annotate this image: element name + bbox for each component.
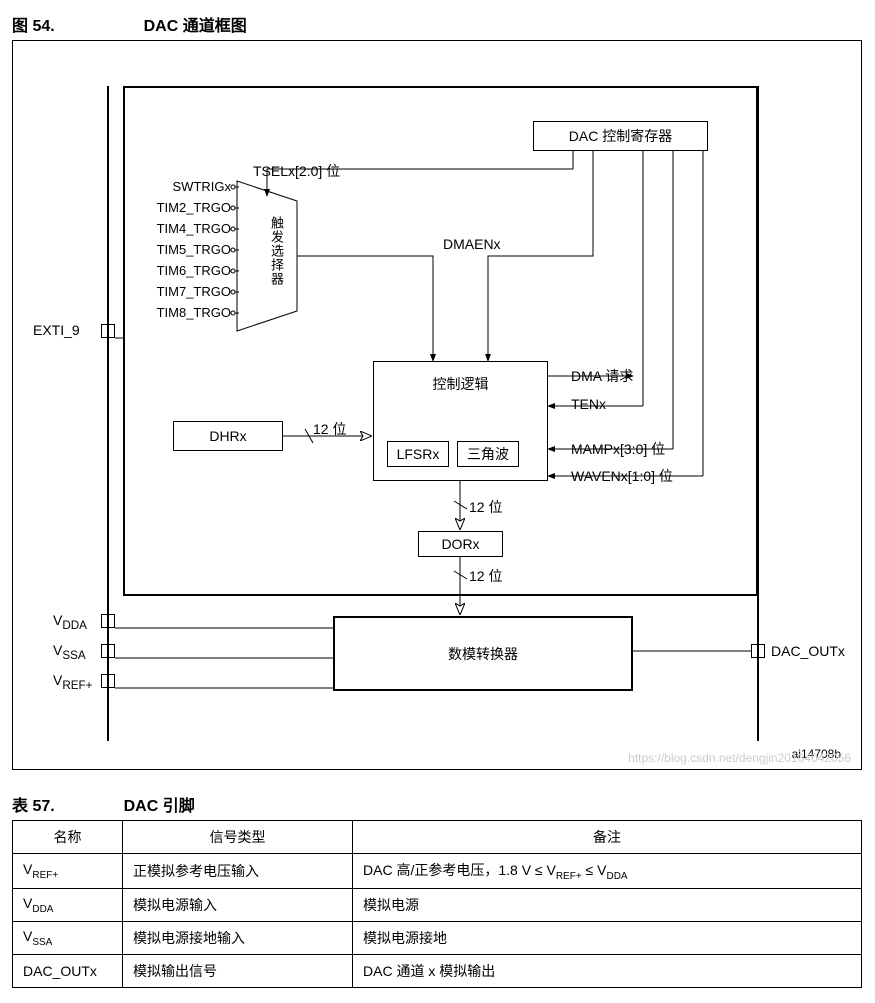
diagram-frame: DAC 控制寄存器 触发选择器 SWTRIGx TIM2_TRGO TIM4_TRG…: [12, 40, 862, 770]
lfsrx-box: LFSRx: [387, 441, 449, 467]
inner-module-box: [123, 86, 758, 596]
wavenx-label: WAVENx[1:0] 位: [571, 466, 673, 486]
mux-input-label: SWTRIGx: [141, 179, 231, 194]
cell-name: VSSA: [13, 921, 123, 954]
cell-type: 模拟电源输入: [123, 888, 353, 921]
triangle-box: 三角波: [457, 441, 519, 467]
pin-label: EXTI_9: [33, 322, 80, 338]
dhrx-label: DHRx: [209, 428, 246, 444]
pin-dac-outx: [751, 644, 765, 658]
pin-table: 名称 信号类型 备注 VREF+正模拟参考电压输入DAC 高/正参考电压，1.8…: [12, 820, 862, 988]
dac-converter-label: 数模转换器: [448, 644, 518, 664]
pin-v_dda: [101, 614, 115, 628]
cell-note: 模拟电源接地: [353, 921, 862, 954]
bits12-a-label: 12 位: [313, 419, 346, 439]
tenx-label: TENx: [571, 396, 606, 412]
figure-caption: DAC 通道框图: [144, 18, 247, 35]
pin-label: VREF+: [53, 672, 92, 692]
cell-name: VDDA: [13, 888, 123, 921]
mux-input-label: TIM5_TRGO: [141, 242, 231, 257]
mux-input-label: TIM6_TRGO: [141, 263, 231, 278]
dma-req-label: DMA 请求: [571, 366, 633, 386]
mux-label: 触发选择器: [267, 216, 286, 286]
csdn-watermark: https://blog.csdn.net/dengjin20104042056: [628, 751, 851, 765]
table-header-row: 名称 信号类型 备注: [13, 821, 862, 854]
pin-dac-outx-label: DAC_OUTx: [771, 643, 845, 659]
cell-name: DAC_OUTx: [13, 954, 123, 987]
mux-input-label: TIM2_TRGO: [141, 200, 231, 215]
triangle-label: 三角波: [467, 444, 509, 464]
bits12-b-label: 12 位: [469, 497, 502, 517]
cell-type: 正模拟参考电压输入: [123, 854, 353, 889]
cell-note: DAC 通道 x 模拟输出: [353, 954, 862, 987]
cell-type: 模拟输出信号: [123, 954, 353, 987]
pin-label: VDDA: [53, 612, 87, 632]
table-number: 表 57.: [12, 798, 55, 815]
mampx-label: MAMPx[3:0] 位: [571, 439, 665, 459]
dorx-box: DORx: [418, 531, 503, 557]
table-caption: DAC 引脚: [124, 798, 195, 815]
cell-type: 模拟电源接地输入: [123, 921, 353, 954]
figure-title: 图 54. DAC 通道框图: [12, 12, 863, 36]
dhrx-box: DHRx: [173, 421, 283, 451]
figure-number: 图 54.: [12, 18, 55, 35]
lfsrx-label: LFSRx: [397, 446, 440, 462]
pin-label: VSSA: [53, 642, 86, 662]
th-note: 备注: [353, 821, 862, 854]
control-register-label: DAC 控制寄存器: [569, 126, 672, 146]
mux-input-label: TIM4_TRGO: [141, 221, 231, 236]
control-register-box: DAC 控制寄存器: [533, 121, 708, 151]
pin-v_ref+: [101, 674, 115, 688]
mux-input-label: TIM7_TRGO: [141, 284, 231, 299]
control-logic-title: 控制逻辑: [374, 374, 547, 394]
tsel-label: TSELx[2:0] 位: [253, 161, 340, 181]
table-row: VDDA模拟电源输入模拟电源: [13, 888, 862, 921]
cell-name: VREF+: [13, 854, 123, 889]
table-row: DAC_OUTx模拟输出信号DAC 通道 x 模拟输出: [13, 954, 862, 987]
table-row: VSSA模拟电源接地输入模拟电源接地: [13, 921, 862, 954]
dorx-label: DORx: [441, 536, 479, 552]
mux-input-label: TIM8_TRGO: [141, 305, 231, 320]
cell-note: DAC 高/正参考电压，1.8 V ≤ VREF+ ≤ VDDA: [353, 854, 862, 889]
pin-exti_9: [101, 324, 115, 338]
th-name: 名称: [13, 821, 123, 854]
table-title: 表 57. DAC 引脚: [12, 792, 863, 816]
th-type: 信号类型: [123, 821, 353, 854]
dac-converter-box: 数模转换器: [333, 616, 633, 691]
pin-v_ssa: [101, 644, 115, 658]
dmaenx-label: DMAENx: [443, 236, 501, 252]
cell-note: 模拟电源: [353, 888, 862, 921]
bits12-c-label: 12 位: [469, 566, 502, 586]
table-row: VREF+正模拟参考电压输入DAC 高/正参考电压，1.8 V ≤ VREF+ …: [13, 854, 862, 889]
